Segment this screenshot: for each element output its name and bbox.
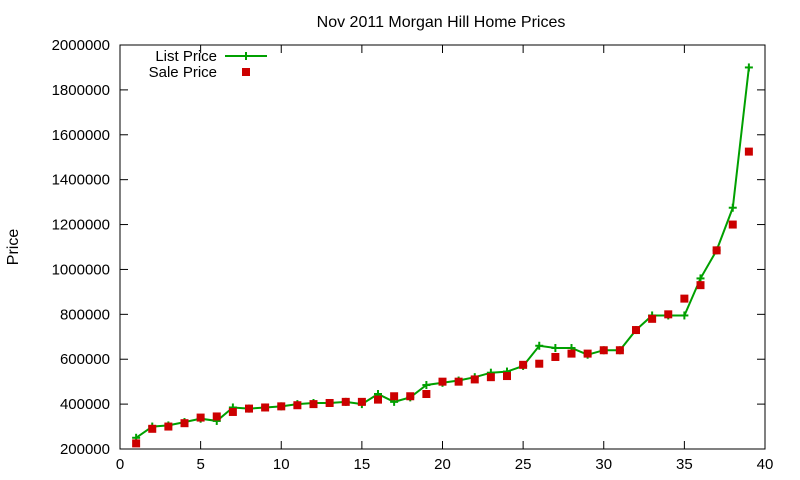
sale-price-point [261,403,270,412]
sale-price-point [583,349,592,358]
y-tick-label: 200000 [60,441,110,458]
sale-price-point [390,392,399,401]
list-price-point [744,63,753,72]
legend-label-list-price: List Price [155,48,217,65]
y-tick-label: 1000000 [52,261,110,278]
sale-price-point [309,400,318,409]
sale-price-point [680,294,689,303]
sale-price-point [503,372,511,381]
sale-price-point [374,395,382,404]
list-price-point [728,203,737,212]
sale-price-point [438,377,447,386]
sale-price-point [728,220,737,229]
sale-price-point [712,246,721,255]
sale-price-point [212,412,221,421]
y-tick-label: 2000000 [52,37,110,54]
sale-price-point [196,413,205,422]
sale-price-point [696,281,705,290]
x-tick-label: 15 [354,456,371,473]
sale-price-point [325,398,334,407]
sale-price-point [293,401,302,410]
sale-price-point [180,419,189,428]
x-tick-label: 10 [273,456,290,473]
y-axis-label: Price [5,229,22,266]
sale-price-point [744,147,753,156]
sale-price-point [551,352,560,361]
list-price-point [551,344,560,352]
sale-price-point [535,359,544,368]
sale-price-point [148,424,157,433]
list-price-point [696,274,705,283]
plot-border [119,44,766,450]
chart-title: Nov 2011 Morgan Hill Home Prices [317,14,566,31]
y-tick-label: 600000 [60,351,110,368]
list-price-point [680,311,689,320]
sale-price-point [277,402,286,411]
x-tick-label: 5 [196,456,204,473]
sale-price-point [406,392,415,401]
sale-price-point [599,346,608,355]
sale-price-point [341,397,350,406]
x-tick-label: 30 [595,456,612,473]
x-tick-label: 0 [116,456,124,473]
sale-price-point [567,349,576,358]
sale-price-point [164,422,173,431]
sale-price-point [664,310,673,319]
x-tick-label: 40 [757,456,774,473]
sale-price-point [245,404,253,413]
sale-price-point [519,360,528,369]
legend-swatch-sale-square [242,68,250,76]
x-tick-label: 25 [515,456,532,473]
y-tick-label: 400000 [60,396,110,413]
x-tick-label: 20 [434,456,451,473]
list-price-point [422,381,431,390]
sale-price-point [648,314,657,323]
list-price-point [535,341,544,350]
y-tick-label: 1600000 [52,127,110,144]
sale-price-point [486,373,495,382]
sale-price-point [470,375,479,384]
sale-price-point [132,439,141,448]
sale-price-point [615,346,624,355]
sale-price-point [454,377,463,386]
legend-label-sale-price: Sale Price [149,64,217,81]
sale-price-point [422,390,431,399]
y-tick-label: 800000 [60,306,110,323]
sale-price-point [632,326,640,335]
sale-price-point [228,407,237,416]
y-tick-label: 1800000 [52,82,110,99]
series-layer [132,63,753,448]
y-tick-label: 1400000 [52,172,110,189]
y-tick-label: 1200000 [52,217,110,234]
x-tick-label: 35 [676,456,693,473]
sale-price-point [357,397,366,406]
axes: 0 5 10 15 20 25 30 35 40 200000 400000 600000 800000… [52,37,774,473]
